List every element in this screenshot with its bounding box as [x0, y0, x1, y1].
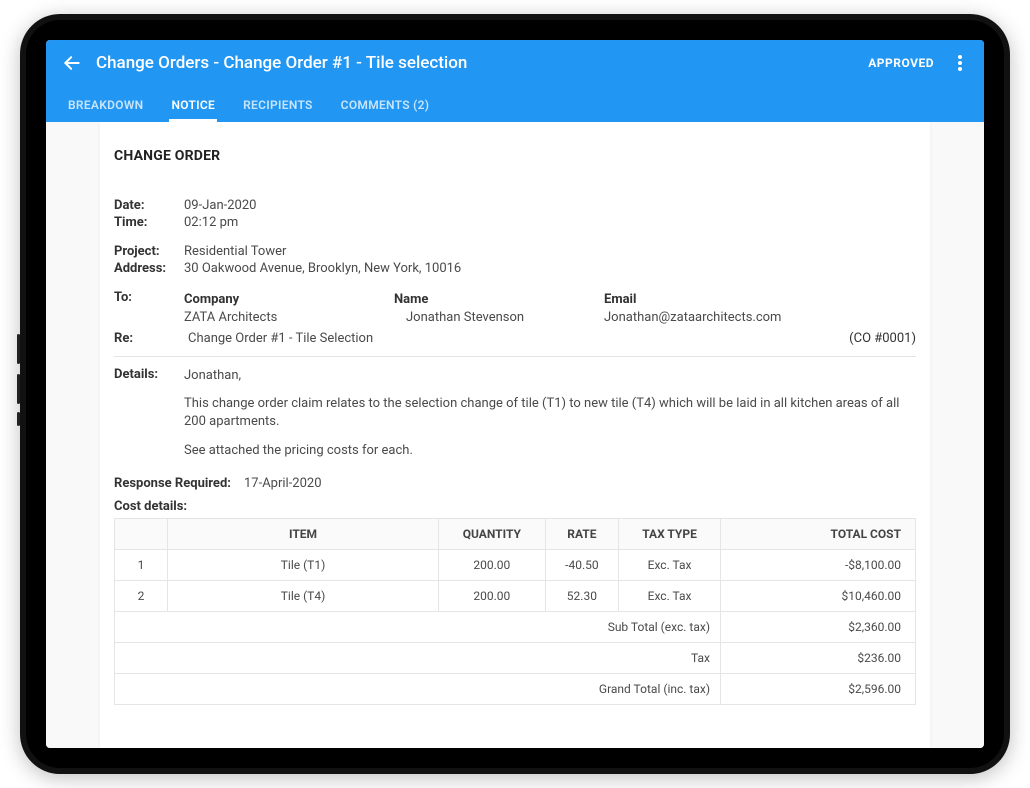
- label-time: Time:: [114, 215, 184, 230]
- label-company: Company: [184, 292, 394, 307]
- cell-qty: 200.00: [439, 580, 546, 611]
- value-address: 30 Oakwood Avenue, Brooklyn, New York, 1…: [184, 261, 916, 276]
- summary-label: Sub Total (exc. tax): [115, 611, 721, 642]
- cell-rate: 52.30: [545, 580, 618, 611]
- value-time: 02:12 pm: [184, 215, 916, 230]
- tab-recipients[interactable]: RECIPIENTS: [229, 86, 327, 122]
- cell-idx: 2: [115, 580, 168, 611]
- summary-label: Tax: [115, 642, 721, 673]
- label-date: Date:: [114, 198, 184, 213]
- value-company: ZATA Architects: [184, 307, 394, 325]
- label-name: Name: [394, 292, 604, 307]
- content-scroll[interactable]: CHANGE ORDER Date: 09-Jan-2020 Time: 02:…: [46, 122, 984, 748]
- summary-label: Grand Total (inc. tax): [115, 673, 721, 704]
- cell-item: Tile (T4): [168, 580, 439, 611]
- summary-row-tax: Tax $236.00: [115, 642, 916, 673]
- tab-comments[interactable]: COMMENTS (2): [327, 86, 444, 122]
- col-item: ITEM: [168, 518, 439, 549]
- overflow-menu-button[interactable]: [950, 51, 970, 75]
- doc-heading: CHANGE ORDER: [114, 148, 916, 164]
- summary-value: $2,596.00: [721, 673, 916, 704]
- tablet-vol-up: [17, 334, 20, 364]
- app-screen: Change Orders - Change Order #1 - Tile s…: [46, 40, 984, 748]
- summary-value: $236.00: [721, 642, 916, 673]
- status-badge: APPROVED: [868, 56, 934, 70]
- label-response-required: Response Required:: [114, 476, 244, 491]
- cell-qty: 200.00: [439, 549, 546, 580]
- tablet-side-button: [17, 412, 20, 426]
- col-idx: [115, 518, 168, 549]
- cell-idx: 1: [115, 549, 168, 580]
- summary-row-subtotal: Sub Total (exc. tax) $2,360.00: [115, 611, 916, 642]
- value-re: Change Order #1 - Tile Selection: [184, 331, 849, 346]
- label-email: Email: [604, 292, 916, 307]
- page-title: Change Orders - Change Order #1 - Tile s…: [96, 53, 868, 73]
- more-vert-icon: [958, 55, 962, 71]
- value-name: Jonathan Stevenson: [394, 307, 604, 325]
- tablet-frame: Change Orders - Change Order #1 - Tile s…: [20, 14, 1010, 774]
- table-row: 2 Tile (T4) 200.00 52.30 Exc. Tax $10,46…: [115, 580, 916, 611]
- label-address: Address:: [114, 261, 184, 276]
- value-date: 09-Jan-2020: [184, 198, 916, 213]
- tab-bar: BREAKDOWN NOTICE RECIPIENTS COMMENTS (2): [46, 86, 984, 122]
- cell-item: Tile (T1): [168, 549, 439, 580]
- tab-breakdown[interactable]: BREAKDOWN: [54, 86, 157, 122]
- separator: [114, 356, 916, 357]
- col-rate: RATE: [545, 518, 618, 549]
- co-number: (CO #0001): [849, 331, 916, 346]
- details-p2: See attached the pricing costs for each.: [184, 442, 916, 460]
- col-total: TOTAL COST: [721, 518, 916, 549]
- tablet-vol-down: [17, 374, 20, 404]
- back-button[interactable]: [60, 51, 84, 75]
- document: CHANGE ORDER Date: 09-Jan-2020 Time: 02:…: [100, 122, 930, 748]
- value-email: Jonathan@zataarchitects.com: [604, 307, 916, 325]
- label-details: Details:: [114, 367, 184, 470]
- summary-value: $2,360.00: [721, 611, 916, 642]
- label-project: Project:: [114, 244, 184, 259]
- details-body: Jonathan, This change order claim relate…: [184, 367, 916, 470]
- col-qty: QUANTITY: [439, 518, 546, 549]
- cell-rate: -40.50: [545, 549, 618, 580]
- col-tax: TAX TYPE: [619, 518, 721, 549]
- cell-total: -$8,100.00: [721, 549, 916, 580]
- cell-total: $10,460.00: [721, 580, 916, 611]
- summary-row-grandtotal: Grand Total (inc. tax) $2,596.00: [115, 673, 916, 704]
- back-arrow-icon: [62, 53, 82, 73]
- table-row: 1 Tile (T1) 200.00 -40.50 Exc. Tax -$8,1…: [115, 549, 916, 580]
- details-p1: This change order claim relates to the s…: [184, 395, 916, 431]
- appbar: Change Orders - Change Order #1 - Tile s…: [46, 40, 984, 122]
- value-response-required: 17-April-2020: [244, 476, 322, 491]
- label-to: To:: [114, 290, 184, 305]
- tab-notice[interactable]: NOTICE: [157, 86, 229, 122]
- cell-tax: Exc. Tax: [619, 580, 721, 611]
- cost-table: ITEM QUANTITY RATE TAX TYPE TOTAL COST 1: [114, 518, 916, 705]
- details-salutation: Jonathan,: [184, 367, 916, 385]
- label-cost-details: Cost details:: [114, 499, 916, 514]
- label-re: Re:: [114, 331, 184, 346]
- cell-tax: Exc. Tax: [619, 549, 721, 580]
- value-project: Residential Tower: [184, 244, 916, 259]
